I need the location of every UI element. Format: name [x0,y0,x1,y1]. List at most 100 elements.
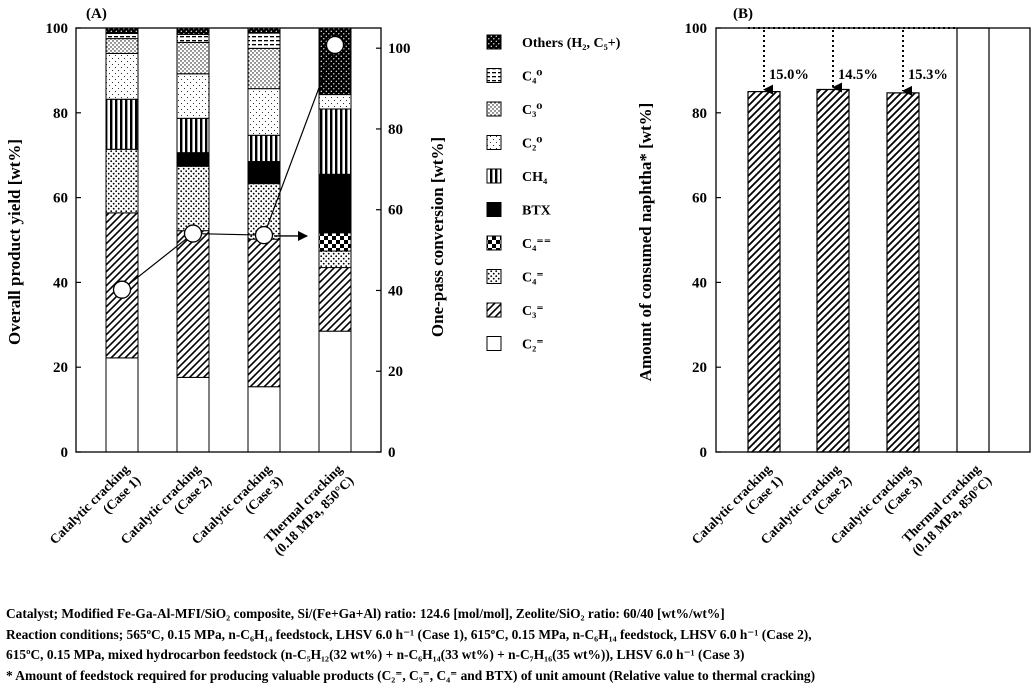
bar-segment-others-h-c-2 [176,27,210,35]
bar-segment-btx-3 [247,161,281,185]
conversion-point-4 [325,35,345,55]
legend-label: C₃⁰ [522,103,542,118]
legend-item-c: C₃⁰ [486,101,542,118]
panel-b-axis-label: Amount of consumed naphtha* [wt%] [636,103,655,382]
bar-segment-btx-4 [318,173,352,234]
bar-segment-c-1 [105,148,139,214]
y2-tick-label: 60 [388,203,403,219]
y-tick-label: 100 [685,21,708,37]
bar-segment-others-h-c-3 [247,27,281,34]
bar-segment-c-4 [318,250,352,269]
bar-segment-c-3 [247,386,281,453]
y-tick-label: 100 [46,21,69,37]
caption-line-4: * Amount of feedstock required for produ… [6,667,816,683]
y-tick-label: 80 [53,106,68,122]
conversion-point-3 [254,226,274,245]
y2-tick-label: 100 [388,41,411,57]
legend-item-c: C₄⁰ [486,68,542,85]
legend-swatch [486,302,502,318]
conversion-line-segment [263,44,336,236]
y-tick-label: 0 [700,445,708,461]
legend-swatch [486,168,502,184]
legend-item-others-h-c: Others (H₂, C₅+) [486,34,621,51]
conversion-line-segment [121,233,194,291]
legend-label: CH₄ [522,170,548,185]
panel-b-label: (B) [733,6,753,22]
y-tick-label: 40 [692,275,707,291]
bar-segment-ch-1 [105,98,139,150]
stacked-bar-4 [318,27,352,453]
bar-segment-c-4 [318,330,352,453]
bar-segment-ch-4 [318,108,352,175]
panel-a-left-ticks: 0 20 40 60 80 100 [46,21,81,461]
panel-a-left-axis-label: Overall product yield [wt%] [5,139,24,345]
legend-item-c: C₂⁼ [486,336,544,353]
reduction-label-1: 15.0% [769,67,809,83]
legend-swatch [486,68,502,83]
bar-segment-c-2 [176,41,210,75]
panel-b-category-labels: Catalytic cracking(Case 1)Catalytic crac… [688,461,994,558]
reduction-label-2: 14.5% [838,67,878,83]
panel-a-bars [105,27,352,453]
conversion-line-segment [192,232,265,236]
legend-swatch [486,235,502,251]
panel-b-ticks: 0 20 40 60 80 100 [685,21,721,461]
caption-line-2: Reaction conditions; 565ºC, 0.15 MPa, n-… [6,626,812,642]
bar-segment-c-4 [318,232,352,252]
y-tick-label: 0 [61,445,69,461]
bar-segment-c-2 [176,230,210,378]
y-tick-label: 40 [53,275,68,291]
bar-segment-btx-2 [176,152,210,167]
y-tick-label: 80 [692,106,707,122]
legend-label: BTX [522,204,551,219]
bar-segment-c-2 [176,73,210,119]
panel-b-plot-frame [715,27,1031,453]
legend-label: C₃⁼ [522,304,544,319]
caption-line-1: Catalyst; Modified Fe-Ga-Al-MFI/SiO₂ com… [6,606,725,621]
legend-label: C₄⁼ [522,271,544,286]
figure: 0 20 40 60 80 100 0 20 40 60 80 100 (A) Overall pr… [5,6,1031,558]
legend-label: C₄⁼⁼ [522,237,551,252]
legend-label: Others (H₂, C₅+) [522,36,621,51]
bar-segment-c-3 [247,32,281,49]
panel-a-right-axis-label: One-pass conversion [wt%] [428,137,447,337]
legend-item-ch: CH₄ [486,168,548,185]
y2-tick-label: 40 [388,283,403,299]
legend-swatch [486,202,502,217]
bar-segment-c-3 [247,88,281,136]
bar-segment-c-4 [318,267,352,332]
y-tick-label: 20 [53,360,68,376]
bar-segment-c-2 [176,165,210,232]
legend-item-c: C₂⁰ [486,135,542,152]
legend-swatch [486,34,502,50]
panel-a-plot-frame [75,27,382,453]
conversion-point-1 [112,280,132,299]
legend-swatch [486,269,502,284]
reduction-label-3: 15.3% [908,67,948,83]
panel-a-label: (A) [86,6,107,22]
panel-b-bars [747,27,990,453]
legend-item-c: C₄⁼⁼ [486,235,551,252]
conversion-point-2 [183,224,203,243]
panel-a-category-labels: Catalytic cracking(Case 1)Catalytic crac… [46,461,356,558]
caption-line-3: 615ºC, 0.15 MPa, mixed hydrocarbon feeds… [6,647,745,662]
y-tick-label: 20 [692,360,707,376]
legend-item-c: C₄⁼ [486,269,544,286]
naphtha-bar-4 [956,27,990,453]
bar-segment-c-1 [105,33,139,40]
bar-segment-c-4 [318,94,352,110]
y-tick-label: 60 [692,191,707,207]
legend-label: C₂⁰ [522,137,542,152]
legend-swatch [486,101,502,117]
panel-b-reduction-arrows: 15.0% 14.5% 15.3% [748,27,957,96]
legend: Others (H₂, C₅+) C₄⁰ C₃⁰ C₂⁰ CH₄ BTX C₄⁼⁼ C₄⁼ C₃… [486,34,621,353]
bar-segment-ch-3 [247,134,281,163]
bar-segment-c-2 [176,33,210,43]
bar-segment-others-h-c-1 [105,27,139,35]
bar-segment-c-1 [105,357,139,453]
legend-label: C₂⁼ [522,338,544,353]
legend-item-c: C₃⁼ [486,302,544,319]
legend-swatch [486,135,502,150]
legend-label: C₄⁰ [522,70,542,85]
y2-tick-label: 0 [388,445,396,461]
